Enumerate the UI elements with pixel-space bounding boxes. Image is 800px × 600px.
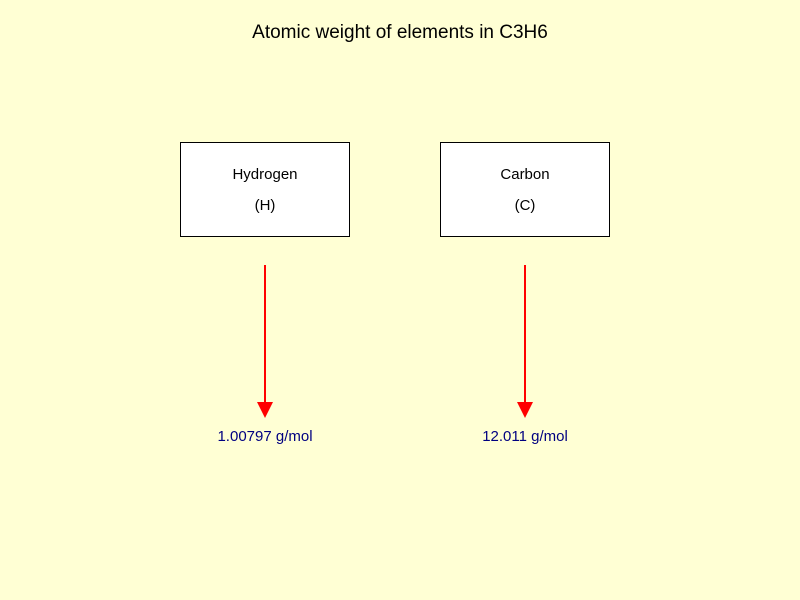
element-box-carbon: Carbon (C) (440, 142, 610, 237)
arrow-carbon (515, 260, 535, 425)
element-symbol: (C) (515, 197, 536, 214)
element-symbol: (H) (255, 197, 276, 214)
diagram-title: Atomic weight of elements in C3H6 (252, 22, 548, 44)
arrow-hydrogen (255, 260, 275, 425)
element-box-hydrogen: Hydrogen (H) (180, 142, 350, 237)
weight-label-hydrogen: 1.00797 g/mol (217, 428, 312, 445)
element-name: Hydrogen (232, 166, 297, 183)
weight-label-carbon: 12.011 g/mol (482, 428, 568, 445)
element-name: Carbon (500, 166, 549, 183)
